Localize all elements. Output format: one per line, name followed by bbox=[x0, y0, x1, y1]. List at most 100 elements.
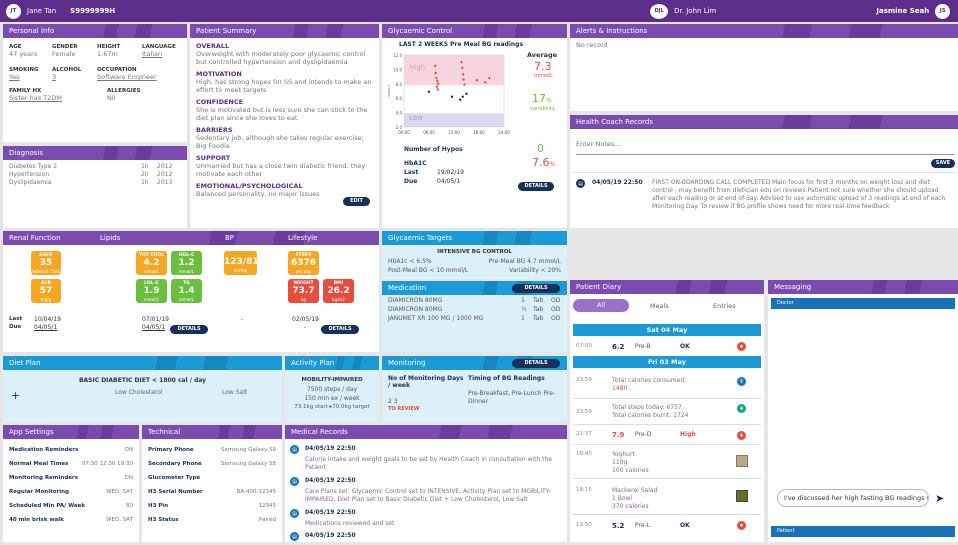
tab-entries[interactable]: Entries bbox=[713, 302, 736, 310]
panel-header: Patient Diary bbox=[570, 280, 764, 294]
acr-tile[interactable]: ACR 57 mg/g bbox=[31, 279, 61, 303]
tg-tile[interactable]: TG 1.4 mmol/L bbox=[171, 279, 202, 303]
gender-value: Female bbox=[52, 50, 76, 58]
save-button[interactable]: SAVE bbox=[931, 159, 955, 168]
family-hx-link[interactable]: Sister has T2DM bbox=[9, 94, 62, 102]
alcohol-link[interactable]: 3 bbox=[52, 73, 57, 81]
patient-avatar[interactable]: JT bbox=[6, 3, 21, 19]
diet-heading: BASIC DIABETIC DIET < 1800 cal / day bbox=[78, 377, 207, 384]
occupation-link[interactable]: Software Engineer bbox=[97, 73, 157, 81]
tab-meals[interactable]: Meals bbox=[650, 302, 669, 310]
x-tick-label: 18:00 bbox=[473, 130, 485, 135]
doctor-name: Dr. John Lim bbox=[674, 7, 717, 15]
bmi-tile[interactable]: BMI 26.2 kg/m2 bbox=[323, 279, 354, 303]
y-tick-label: 4.0 bbox=[396, 111, 403, 116]
setting-row[interactable]: Glucometer Type bbox=[148, 475, 276, 481]
glycaemic-targets-panel: Glycaemic Targets INTENSIVE BG CONTROL H… bbox=[382, 231, 567, 279]
tab-all[interactable]: All bbox=[573, 299, 629, 312]
medication-row[interactable]: JANUMET XR 100 MG / 1000 MG 1 Tab OD bbox=[388, 315, 561, 322]
high-reading-point bbox=[475, 79, 479, 82]
doctor-channel-bar[interactable]: Doctor bbox=[771, 298, 955, 309]
food-photo[interactable] bbox=[736, 490, 748, 502]
total-cholesterol-tile[interactable]: TOT CHOL 4.2 mmol/L bbox=[136, 251, 167, 275]
x-tick-label: 06:00 bbox=[423, 130, 435, 135]
glycaemic-details-button[interactable]: DETAILS bbox=[518, 182, 554, 191]
hba1c-value: 7.6% bbox=[532, 156, 556, 169]
high-reading-point bbox=[484, 81, 487, 84]
setting-key: 40 min brisk walk bbox=[9, 517, 64, 523]
record-icon: ▤ bbox=[290, 509, 299, 518]
setting-row[interactable]: Regular Monitoring WED, SAT bbox=[9, 489, 133, 495]
setting-row[interactable]: H3 Serial Number BA-400-12345 bbox=[148, 489, 276, 495]
edit-button[interactable]: EDIT bbox=[343, 197, 370, 206]
setting-value: Samsung Galaxy S9 bbox=[220, 447, 276, 453]
lipids-due[interactable]: 04/05/1 bbox=[142, 324, 166, 331]
age-value: 47 years bbox=[9, 50, 38, 58]
day-header: Fri 03 May bbox=[573, 356, 761, 368]
lifestyle-details-button[interactable]: DETAILS bbox=[321, 325, 359, 334]
setting-key: Normal Meal Times bbox=[9, 461, 69, 467]
activity-heading: MOBILITY-IMPAIRED bbox=[301, 377, 363, 383]
y-tick-label: 2.0 bbox=[396, 125, 403, 130]
egfr-tile[interactable]: EGFR 35 ml/min/1.73m2 bbox=[31, 251, 62, 275]
target-premeal: Pre-Meal BG 4.7 mmol/L bbox=[488, 258, 561, 265]
setting-row[interactable]: H3 Pin 12345 bbox=[148, 503, 276, 509]
setting-row[interactable]: Primary Phone Samsung Galaxy S9 bbox=[148, 447, 276, 453]
doctor-avatar[interactable]: DJL bbox=[650, 3, 669, 19]
setting-value: 12345 bbox=[258, 503, 277, 509]
setting-row[interactable]: Normal Meal Times 07:30 12:30 19:30 bbox=[9, 461, 133, 467]
record-icon: ▤ bbox=[290, 477, 299, 486]
emotional-text: Balanced personality, no major issues bbox=[196, 190, 320, 198]
setting-row[interactable]: 40 min brisk walk WED, SAT bbox=[9, 517, 133, 523]
setting-row[interactable]: Scheduled Min PA/ Week 80 bbox=[9, 503, 133, 509]
patient-summary-panel: Patient Summary OVERALL Overweight with … bbox=[190, 24, 379, 228]
setting-key: H3 Serial Number bbox=[148, 489, 203, 495]
medication-row[interactable]: DIAMICRON 80MG ½ Tab OD bbox=[388, 306, 561, 313]
weight-tile[interactable]: WEIGHT 73.7 kg bbox=[288, 279, 319, 303]
barriers-heading: BARRIERS bbox=[196, 126, 233, 134]
setting-row[interactable]: Medication Reminders ON bbox=[9, 447, 133, 453]
targets-heading: INTENSIVE BG CONTROL bbox=[437, 249, 512, 255]
high-reading-point bbox=[463, 83, 466, 86]
confidence-text: She is motivated but is less sure she ca… bbox=[196, 106, 368, 122]
setting-row[interactable]: H3 Status Paired bbox=[148, 517, 276, 523]
notes-input[interactable] bbox=[576, 133, 954, 155]
high-reading-point bbox=[436, 79, 439, 83]
y-tick-label: 12.0 bbox=[393, 53, 402, 58]
renal-due[interactable]: 04/05/1 bbox=[34, 324, 58, 331]
message-input[interactable]: I've discussed her high fasting BG readi… bbox=[777, 489, 929, 507]
smoking-link[interactable]: Yes bbox=[9, 73, 20, 81]
average-unit: mmol/L bbox=[534, 73, 553, 79]
medication-row[interactable]: DIAMICRON 80MG 1 Tab OD bbox=[388, 297, 561, 304]
panel-header: Personal Info bbox=[3, 24, 187, 38]
send-icon[interactable]: ➤ bbox=[935, 492, 945, 505]
blood-drop-icon: ♦ bbox=[737, 342, 746, 351]
hdl-tile[interactable]: HDL-C 1.2 mmol/L bbox=[171, 251, 202, 275]
lipids-details-button[interactable]: DETAILS bbox=[170, 325, 208, 334]
ldl-tile[interactable]: LDL-C 1.9 mmol/L bbox=[136, 279, 167, 303]
high-reading-point bbox=[435, 76, 438, 80]
coach-avatar[interactable]: JS bbox=[935, 3, 951, 19]
language-link[interactable]: Italian bbox=[142, 50, 163, 58]
record-icon: ▤ bbox=[290, 445, 299, 454]
setting-key: Glucometer Type bbox=[148, 475, 201, 481]
setting-row[interactable]: Monitoring Reminders ON bbox=[9, 475, 133, 481]
panel-header: Technical bbox=[142, 425, 282, 439]
setting-row[interactable]: Secondary Phone Samsung Galaxy S8 bbox=[148, 461, 276, 467]
diet-plan-panel: Diet Plan BASIC DIABETIC DIET < 1800 cal… bbox=[3, 356, 282, 422]
add-icon[interactable]: + bbox=[11, 389, 21, 402]
monitoring-details-button[interactable]: DETAILS bbox=[512, 359, 560, 368]
diagnosis-row[interactable]: Hypertension 2h 2012 bbox=[9, 171, 173, 178]
occupation-label: OCCUPATION bbox=[97, 67, 137, 73]
normal-reading-point bbox=[459, 98, 462, 101]
overall-text: Overweight with moderately poor glycaemi… bbox=[196, 50, 366, 66]
food-photo[interactable] bbox=[736, 455, 748, 467]
diagnosis-row[interactable]: Diabetes Type 2 1h 2012 bbox=[9, 163, 173, 170]
patient-channel-bar[interactable]: Patient bbox=[771, 526, 955, 537]
medication-details-button[interactable]: DETAILS bbox=[512, 284, 560, 293]
bp-tile[interactable]: 123/81 mmHg bbox=[224, 251, 259, 275]
setting-value: 07:30 12:30 19:30 bbox=[81, 461, 133, 467]
steps-tile[interactable]: STEPS 6376 per day bbox=[288, 251, 319, 275]
diagnosis-row[interactable]: Dyslipidaemia 1h 2013 bbox=[9, 179, 173, 186]
patient-name: Jane Tan bbox=[27, 7, 57, 15]
